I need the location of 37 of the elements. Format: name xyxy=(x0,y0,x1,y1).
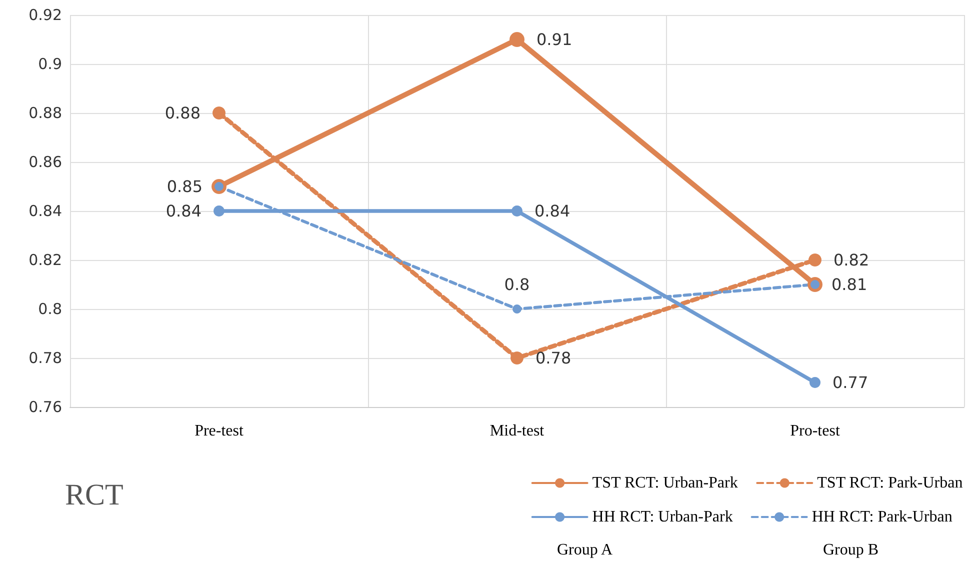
y-tick-label: 0.78 xyxy=(28,349,62,367)
legend-label: HH RCT: Urban-Park xyxy=(592,508,733,526)
y-tick-label: 0.8 xyxy=(38,300,62,318)
data-label: 0.77 xyxy=(832,373,868,392)
data-label: 0.82 xyxy=(834,250,870,270)
x-tick-label: Mid-test xyxy=(490,422,545,440)
data-label: 0.8 xyxy=(504,275,530,294)
data-label: 0.81 xyxy=(832,275,868,294)
point xyxy=(510,352,524,364)
y-tick-label: 0.88 xyxy=(28,104,62,122)
legend-label: TST RCT: Urban-Park xyxy=(592,474,738,492)
point xyxy=(810,377,820,388)
y-tick-label: 0.82 xyxy=(28,251,62,269)
legend-label: TST RCT: Park-Urban xyxy=(817,474,963,492)
point xyxy=(212,106,226,120)
x-tick-label: Pre-test xyxy=(194,422,244,440)
y-tick-label: 0.92 xyxy=(28,6,62,24)
point xyxy=(510,32,524,47)
data-label: 0.91 xyxy=(536,30,572,49)
y-tick-label: 0.76 xyxy=(28,398,62,416)
point xyxy=(808,254,822,266)
data-label: 0.84 xyxy=(534,202,570,220)
x-tick-label: Pro-test xyxy=(790,422,840,440)
data-label: 0.78 xyxy=(536,348,572,368)
point xyxy=(214,206,224,216)
text: Group A xyxy=(557,542,613,558)
point xyxy=(512,304,522,314)
data-label: 0.88 xyxy=(164,104,200,122)
data-label: 0.84 xyxy=(166,202,202,220)
data-label: 0.85 xyxy=(166,177,202,196)
point xyxy=(512,206,522,216)
text: Group B xyxy=(823,542,879,558)
y-tick-label: 0.9 xyxy=(38,55,62,73)
text: RCT xyxy=(65,478,124,512)
y-tick-label: 0.84 xyxy=(28,202,62,220)
y-tick-label: 0.86 xyxy=(28,153,62,171)
legend-label: HH RCT: Park-Urban xyxy=(812,508,952,526)
